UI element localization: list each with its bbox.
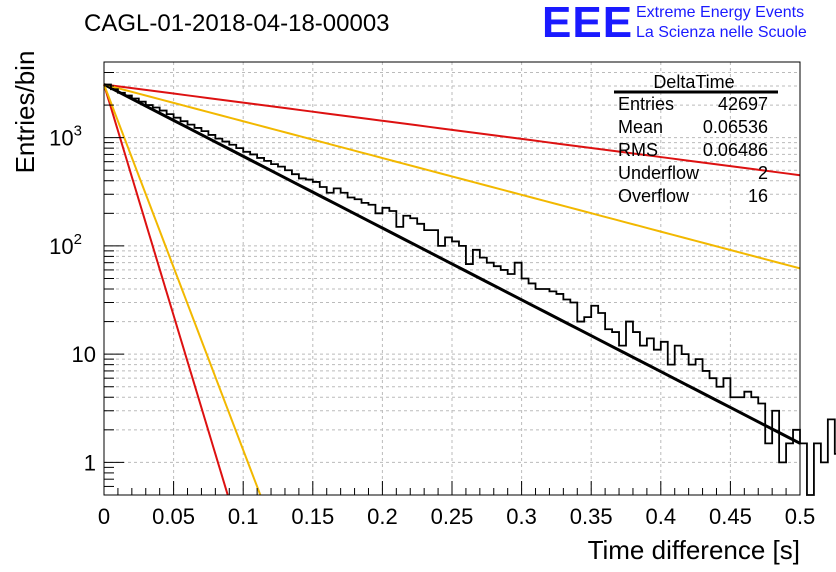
x-tick-label: 0.1 [228,504,259,529]
stats-value: 42697 [718,94,768,114]
fit-lines [103,83,801,496]
stats-label: RMS [618,140,658,160]
x-tick-label: 0.35 [570,504,613,529]
stats-title: DeltaTime [653,72,734,92]
y-tick-label: 102 [49,231,82,259]
tick-labels: 0 0.05 0.1 0.15 0.2 0.25 0.3 0.35 0.4 0.45 0.5 1 10 1… [49,123,815,529]
stats-label: Underflow [618,163,700,183]
stats-value: 16 [748,186,768,206]
y-tick-label: 103 [49,123,82,151]
fit-line-2 [103,83,801,270]
y-axis-label: Entries/bin [10,51,40,174]
axis-ticks [103,61,801,496]
stats-value: 0.06486 [703,140,768,160]
stats-value: 0.06536 [703,117,768,137]
logo-line2: La Scienza nelle Scuole [636,24,807,41]
stats-label: Overflow [618,186,690,206]
histogram-steps [104,83,836,496]
x-tick-label: 0.4 [646,504,677,529]
stats-label: Entries [618,94,674,114]
logo-mark: EEE [542,0,634,47]
x-tick-label: 0.45 [709,504,752,529]
histogram-layer [104,83,836,496]
x-tick-label: 0.15 [291,504,334,529]
logo-line1: Extreme Energy Events [636,4,805,21]
fit-line-3 [103,84,229,496]
fit-line-0 [103,83,801,445]
x-tick-label: 0.2 [367,504,398,529]
x-tick-label: 0.5 [785,504,816,529]
x-tick-label: 0.05 [152,504,195,529]
x-tick-label: 0 [98,504,110,529]
x-axis-label: Time difference [s] [588,535,800,565]
stats-label: Mean [618,117,663,137]
run-title: CAGL-01-2018-04-18-00003 [84,10,390,37]
fit-line-1 [103,83,801,177]
fit-line-4 [103,84,262,496]
x-tick-label: 0.25 [431,504,474,529]
y-tick-label: 10 [72,342,96,367]
stats-value: 2 [758,163,768,183]
y-tick-label: 1 [84,450,96,475]
x-tick-label: 0.3 [506,504,537,529]
